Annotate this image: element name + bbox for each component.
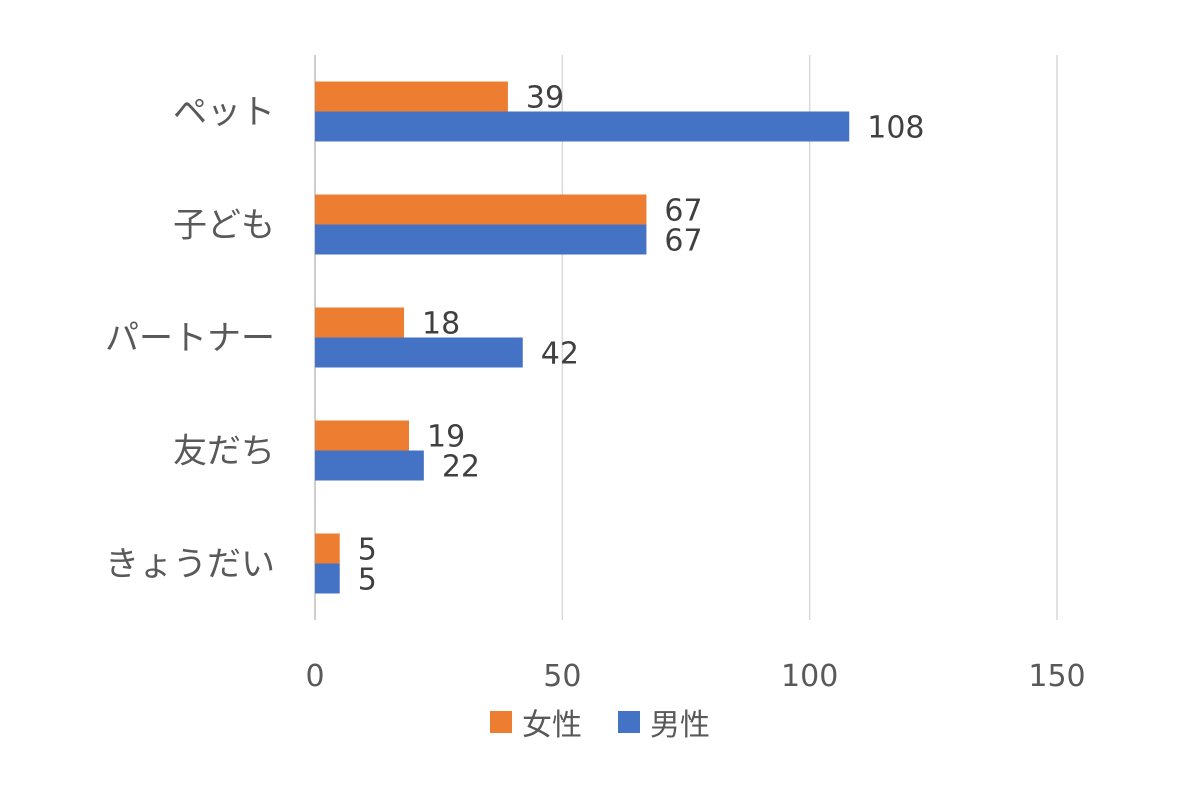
bar-female[interactable]: [315, 533, 340, 564]
bar-female[interactable]: [315, 81, 508, 112]
bar-male[interactable]: [315, 563, 340, 594]
legend-swatch-male: [618, 711, 640, 733]
legend-item-male[interactable]: 男性: [618, 700, 710, 744]
category-label: 子ども: [173, 206, 275, 246]
data-label: 67: [664, 194, 702, 229]
category-label: パートナー: [105, 319, 275, 359]
data-label: 19: [427, 420, 465, 455]
x-tick-label: 50: [543, 659, 581, 694]
bar-female[interactable]: [315, 420, 409, 451]
bar-male[interactable]: [315, 224, 647, 255]
legend-swatch-female: [490, 711, 512, 733]
category-label: ペット: [173, 93, 275, 133]
x-axis-ticks: 0 50 100 150: [305, 659, 1085, 694]
x-tick-label: 100: [781, 659, 838, 694]
data-label: 39: [526, 81, 564, 116]
legend-label-female: 女性: [522, 708, 582, 743]
data-label: 5: [358, 563, 377, 598]
bar-male[interactable]: [315, 111, 850, 142]
data-label: 108: [867, 111, 924, 146]
bar-male[interactable]: [315, 337, 523, 368]
legend-label-male: 男性: [650, 708, 710, 743]
data-label: 67: [664, 224, 702, 259]
legend-item-female[interactable]: 女性: [490, 700, 582, 744]
bar-female[interactable]: [315, 307, 405, 338]
bar-male[interactable]: [315, 450, 424, 481]
data-label: 42: [541, 337, 579, 372]
data-label: 18: [422, 307, 460, 342]
x-tick-label: 0: [305, 659, 324, 694]
data-label: 22: [442, 450, 480, 485]
bar-female[interactable]: [315, 194, 647, 225]
category-label: きょうだい: [105, 545, 275, 585]
data-label: 5: [358, 533, 377, 568]
category-label: 友だち: [173, 432, 275, 472]
legend: 女性 男性: [0, 700, 1200, 744]
bars: [315, 81, 850, 594]
x-tick-label: 150: [1028, 659, 1085, 694]
